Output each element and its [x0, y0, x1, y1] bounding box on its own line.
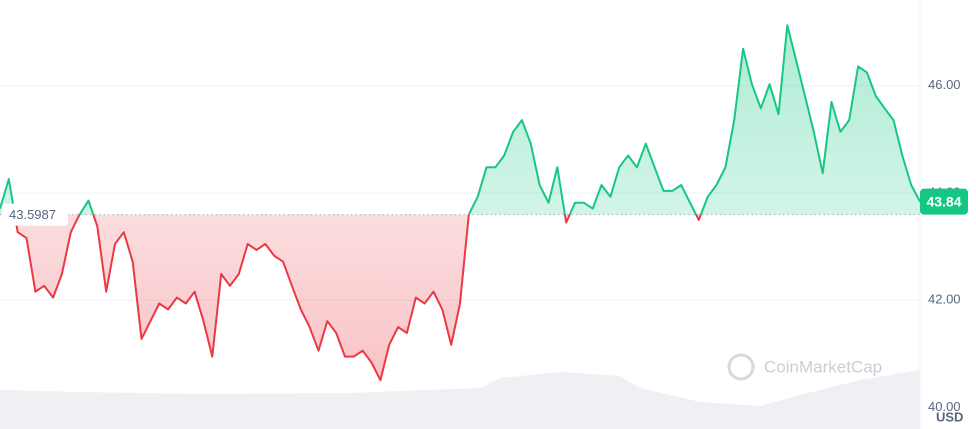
y-tick-label: 42.00	[928, 292, 961, 307]
y-tick-label: 46.00	[928, 77, 961, 92]
watermark-text: CoinMarketCap	[764, 357, 882, 376]
last-price-badge	[920, 188, 968, 215]
currency-label: USD	[936, 409, 963, 424]
y-tick-label: 40.00	[928, 399, 961, 414]
baseline-label: 43.5987	[9, 207, 56, 222]
area-up	[0, 25, 920, 215]
price-line-down	[13, 214, 702, 382]
watermark: CoinMarketCap	[727, 353, 882, 381]
volume-area	[0, 370, 920, 429]
last-price-label: 43.84	[926, 193, 961, 209]
price-line-up	[0, 24, 920, 215]
baseline-label-box	[2, 203, 68, 226]
